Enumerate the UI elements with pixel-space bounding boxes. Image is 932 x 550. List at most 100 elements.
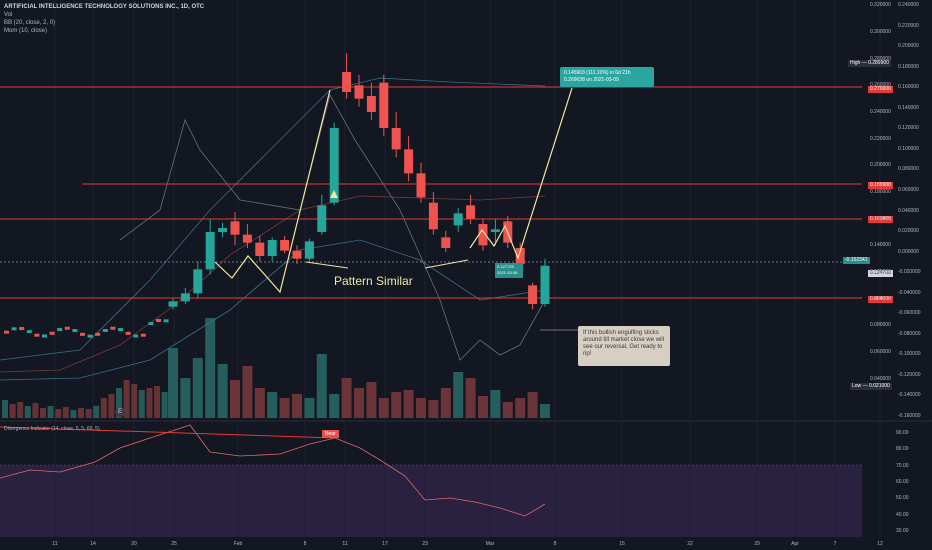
volume-bar [304, 398, 315, 418]
volume-bar [78, 408, 84, 418]
earnings-badge[interactable]: E [115, 407, 125, 417]
candle-body [64, 326, 70, 330]
volume-bar [108, 394, 115, 418]
candle-body [242, 234, 252, 243]
candle-body [4, 330, 9, 334]
volume-bar [161, 392, 168, 418]
time-tick: 25 [171, 541, 177, 547]
momentum-tick: -0.120000 [898, 371, 921, 378]
volume-bar [490, 390, 501, 418]
price-tick: 0.040000 [870, 375, 891, 382]
bb-lower [0, 239, 546, 381]
time-tick: 22 [687, 541, 693, 547]
triangle-marker [330, 190, 338, 198]
bollinger-bands [0, 77, 546, 381]
volume-bar [428, 400, 439, 418]
candle-body [267, 240, 277, 256]
momentum-tick: -0.020000 [898, 269, 921, 276]
momentum-tick: 0.200000 [898, 43, 919, 50]
pattern-path-1 [214, 89, 331, 294]
momentum-tick: -0.160000 [898, 413, 921, 419]
momentum-tick: 0.120000 [898, 125, 919, 132]
volume-bar [267, 392, 278, 418]
price-tick: 0.140000 [870, 242, 891, 249]
price-tick: 0.220000 [870, 135, 891, 142]
bb-upper [0, 77, 546, 361]
volume-bar [70, 410, 77, 418]
oscillator-title[interactable]: Divergence Indicator (14, close, 5, 5, 6… [4, 426, 100, 432]
bearish-divergence-line [0, 426, 336, 439]
volume-bar [527, 392, 538, 418]
volume-bar [24, 406, 31, 418]
candle-body [292, 250, 302, 259]
candle-body [148, 322, 154, 326]
candle-body [255, 242, 265, 256]
volume-bar [329, 394, 340, 418]
price-tick: 0.120000 [870, 269, 891, 275]
candle-body [304, 241, 314, 259]
time-tick: 14 [90, 541, 96, 547]
osc-tick: 30.00 [896, 528, 909, 534]
candle-body [205, 232, 215, 270]
time-tick: Mar [485, 541, 495, 547]
momentum-tick: 0.220000 [898, 22, 919, 29]
volume-bar [515, 398, 526, 418]
time-tick: 29 [754, 541, 760, 547]
momentum-tick: 0.000000 [898, 248, 919, 255]
candle-body [354, 85, 364, 99]
candle-body [230, 221, 240, 235]
volume-bar [453, 372, 464, 418]
current-price-label: 0.124700 [868, 270, 893, 277]
time-tick: 8 [553, 541, 557, 547]
volume-bar [292, 394, 302, 418]
candle-body [416, 173, 426, 198]
candle-body [193, 269, 203, 294]
level-270-label: 0.270000 [868, 86, 893, 93]
bear-badge: Bear [322, 430, 339, 438]
candle-body [478, 224, 488, 246]
volume-bar [403, 390, 414, 418]
candle-body [57, 328, 63, 332]
pattern-path-2 [469, 87, 573, 260]
candle-body [26, 330, 32, 334]
volume-bar [138, 390, 145, 418]
volume-bar [366, 382, 377, 418]
price-tick: 0.160000 [870, 215, 891, 222]
momentum-tick: 0.160000 [898, 84, 919, 91]
price-tick: 0.200000 [870, 162, 891, 169]
momentum-tick: 0.240000 [898, 2, 919, 8]
candle-body [102, 328, 108, 332]
candle-body [391, 128, 401, 150]
indicator-mom[interactable]: Mom (10, close) [4, 28, 48, 34]
callout-note: If this bullish engulfing sticks around … [578, 326, 670, 366]
symbol-title[interactable]: ARTIFICIAL INTELLIGENCE TECHNOLOGY SOLUT… [4, 4, 205, 10]
momentum-tick: 0.040000 [898, 207, 919, 214]
volume-bar [478, 396, 488, 418]
price-tick: 0.180000 [870, 189, 891, 195]
candle-body [11, 327, 17, 331]
osc-tick: 80.00 [896, 446, 909, 453]
price-tick: 0.260000 [870, 82, 891, 89]
candle-body [110, 326, 116, 330]
time-tick: 11 [342, 541, 348, 547]
candle-body [34, 333, 40, 337]
volume-bar [100, 398, 107, 418]
candle-body [42, 334, 47, 338]
level-160-label: 0.160475 [868, 216, 893, 223]
candle-body [441, 237, 451, 248]
time-tick: 17 [382, 541, 388, 547]
volume-bar [354, 388, 364, 418]
candle-body [140, 333, 146, 337]
indicator-bb[interactable]: BB (20, close, 2, 0) [4, 20, 56, 26]
momentum-tick: -0.060000 [898, 310, 921, 317]
volume-bar [279, 398, 290, 418]
candle-body [72, 329, 78, 333]
price-tick: 0.080000 [870, 322, 891, 329]
osc-tick: 40.00 [896, 511, 909, 518]
candle-body [163, 319, 169, 323]
volume-bar [440, 388, 451, 418]
low-label: Low — 0.021000 [850, 383, 892, 390]
indicator-vol[interactable]: Vol [4, 12, 13, 18]
